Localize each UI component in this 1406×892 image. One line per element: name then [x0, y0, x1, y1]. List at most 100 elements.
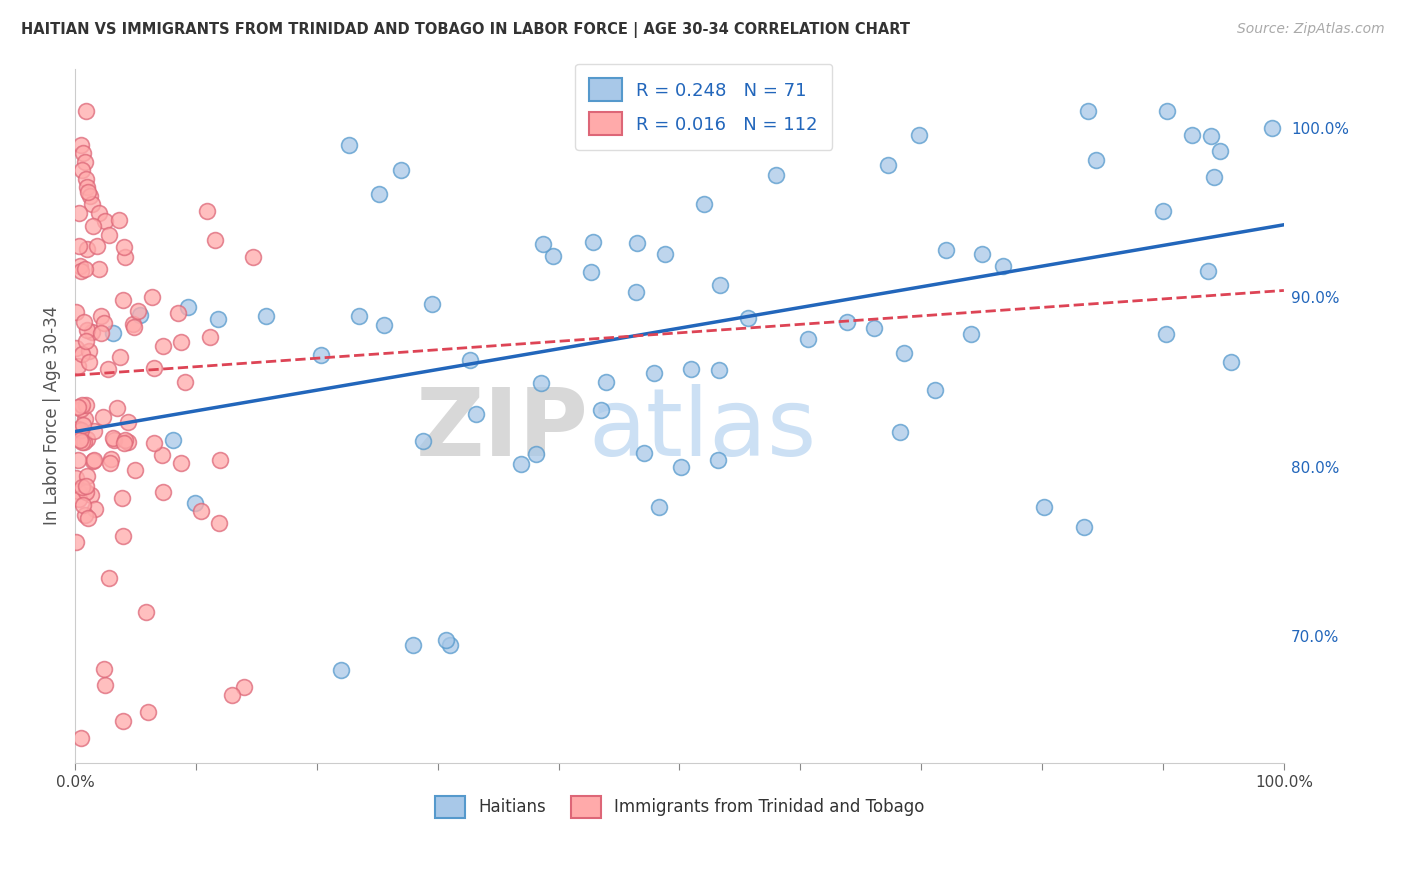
Point	[765, 168, 787, 182]
Point	[66, 483, 89, 498]
Point	[1181, 128, 1204, 142]
Point	[170, 335, 193, 350]
Point	[150, 448, 173, 462]
Point	[75, 398, 97, 412]
Point	[141, 290, 163, 304]
Point	[117, 415, 139, 429]
Point	[177, 300, 200, 314]
Point	[73, 435, 96, 450]
Point	[737, 311, 759, 326]
Point	[73, 316, 96, 330]
Point	[654, 246, 676, 260]
Point	[876, 158, 898, 172]
Point	[582, 235, 605, 249]
Point	[170, 456, 193, 470]
Point	[129, 309, 152, 323]
Point	[111, 491, 134, 506]
Point	[524, 447, 547, 461]
Point	[112, 240, 135, 254]
Point	[75, 334, 97, 349]
Point	[114, 250, 136, 264]
Point	[142, 361, 165, 376]
Point	[579, 265, 602, 279]
Point	[90, 310, 112, 324]
Point	[1084, 153, 1107, 167]
Point	[80, 197, 103, 211]
Point	[1156, 103, 1178, 118]
Point	[93, 316, 115, 330]
Point	[692, 197, 714, 211]
Point	[83, 424, 105, 438]
Point	[98, 456, 121, 470]
Point	[112, 714, 135, 728]
Point	[152, 484, 174, 499]
Point	[84, 502, 107, 516]
Point	[330, 663, 353, 677]
Point	[66, 422, 89, 436]
Point	[389, 163, 412, 178]
Point	[103, 434, 125, 448]
Point	[70, 731, 93, 745]
Point	[67, 239, 90, 253]
Point	[72, 498, 94, 512]
Point	[972, 246, 994, 260]
Point	[889, 425, 911, 439]
Point	[94, 214, 117, 228]
Point	[80, 325, 103, 339]
Point	[73, 262, 96, 277]
Point	[337, 137, 360, 152]
Point	[1220, 354, 1243, 368]
Point	[373, 318, 395, 332]
Point	[65, 535, 87, 549]
Point	[624, 285, 647, 299]
Point	[112, 293, 135, 307]
Point	[117, 434, 139, 449]
Point	[69, 434, 91, 448]
Text: atlas: atlas	[589, 384, 817, 475]
Point	[82, 453, 104, 467]
Point	[110, 351, 132, 365]
Point	[67, 359, 90, 373]
Point	[103, 431, 125, 445]
Point	[67, 492, 90, 507]
Point	[458, 353, 481, 368]
Point	[76, 180, 98, 194]
Point	[162, 434, 184, 448]
Point	[254, 310, 277, 324]
Point	[797, 332, 820, 346]
Point	[863, 321, 886, 335]
Point	[707, 452, 730, 467]
Point	[893, 346, 915, 360]
Point	[1202, 170, 1225, 185]
Point	[76, 185, 98, 199]
Point	[533, 236, 555, 251]
Point	[434, 633, 457, 648]
Point	[75, 479, 97, 493]
Point	[73, 508, 96, 523]
Point	[75, 412, 97, 426]
Point	[89, 205, 111, 219]
Point	[94, 677, 117, 691]
Point	[70, 137, 93, 152]
Point	[347, 309, 370, 323]
Point	[70, 423, 93, 437]
Point	[1197, 264, 1219, 278]
Point	[1033, 500, 1056, 514]
Point	[924, 383, 946, 397]
Point	[72, 163, 94, 178]
Text: ZIP: ZIP	[416, 384, 589, 475]
Point	[648, 500, 671, 514]
Point	[93, 662, 115, 676]
Point	[67, 453, 90, 467]
Point	[1201, 129, 1223, 144]
Point	[112, 529, 135, 543]
Point	[70, 401, 93, 416]
Point	[127, 304, 149, 318]
Point	[76, 468, 98, 483]
Point	[70, 434, 93, 449]
Point	[1209, 144, 1232, 158]
Point	[82, 219, 104, 233]
Point	[108, 213, 131, 227]
Point	[124, 463, 146, 477]
Point	[83, 452, 105, 467]
